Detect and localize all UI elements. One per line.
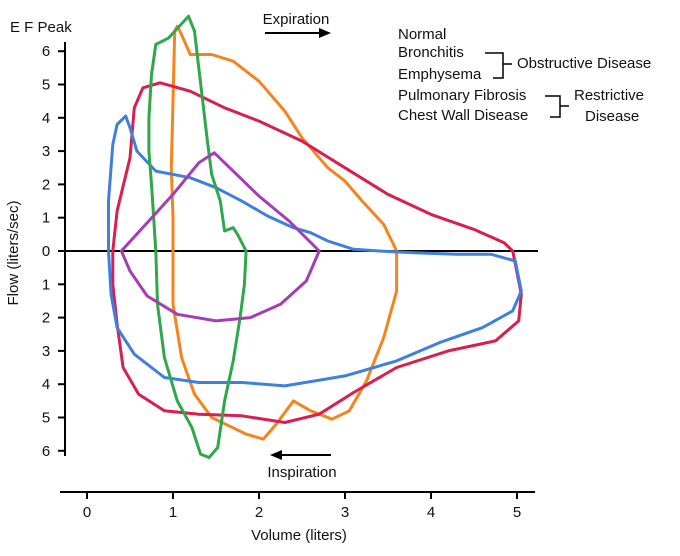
y-tick-label: 4 xyxy=(42,110,50,127)
x-tick-label: 5 xyxy=(513,504,521,521)
x-axis-ticks: 0 1 2 3 4 5 xyxy=(83,492,521,521)
series-layer xyxy=(107,14,523,459)
expiration-label: Expiration xyxy=(263,11,330,28)
y-tick-label: 5 xyxy=(42,410,50,427)
y-axis-top-label: E F Peak xyxy=(10,19,72,36)
legend: Normal Bronchitis Emphysema Pulmonary Fi… xyxy=(398,26,651,125)
y-axis-ticks: 6 5 4 3 2 1 0 1 2 3 4 5 6 xyxy=(42,43,65,460)
restrictive-disease-label-line2: Disease xyxy=(585,108,639,125)
x-tick-label: 2 xyxy=(255,504,263,521)
y-tick-label: 1 xyxy=(42,276,50,293)
x-axis-label: Volume (liters) xyxy=(251,527,347,544)
legend-item-bronchitis: Bronchitis xyxy=(398,44,464,61)
obstructive-disease-label: Obstructive Disease xyxy=(517,55,651,72)
y-axis-label: Flow (liters/sec) xyxy=(5,200,22,305)
y-tick-label: 4 xyxy=(42,376,50,393)
y-tick-label: 0 xyxy=(42,243,50,260)
y-tick-label: 3 xyxy=(42,343,50,360)
series-normal xyxy=(169,24,399,441)
x-tick-label: 4 xyxy=(427,504,435,521)
y-tick-label: 6 xyxy=(42,43,50,60)
y-tick-label: 3 xyxy=(42,143,50,160)
series-pulmonary-fibrosis xyxy=(147,14,248,459)
x-tick-label: 3 xyxy=(341,504,349,521)
y-tick-label: 1 xyxy=(42,210,50,227)
x-tick-label: 0 xyxy=(83,504,91,521)
y-tick-label: 2 xyxy=(42,310,50,327)
expiration-arrow-icon xyxy=(265,28,331,38)
inspiration-label: Inspiration xyxy=(267,464,336,481)
y-tick-label: 2 xyxy=(42,176,50,193)
obstructive-bracket xyxy=(485,52,512,79)
legend-item-normal: Normal xyxy=(398,26,446,43)
y-tick-label: 6 xyxy=(42,443,50,460)
legend-item-emphysema: Emphysema xyxy=(398,66,482,83)
legend-item-chest-wall-disease: Chest Wall Disease xyxy=(398,107,528,124)
restrictive-disease-label-line1: Restrictive xyxy=(574,87,644,104)
legend-item-pulmonary-fibrosis: Pulmonary Fibrosis xyxy=(398,87,526,104)
inspiration-arrow-icon xyxy=(270,450,331,460)
x-tick-label: 1 xyxy=(169,504,177,521)
y-tick-label: 5 xyxy=(42,77,50,94)
series-chest-wall-disease xyxy=(119,151,321,323)
restrictive-bracket xyxy=(545,95,569,118)
